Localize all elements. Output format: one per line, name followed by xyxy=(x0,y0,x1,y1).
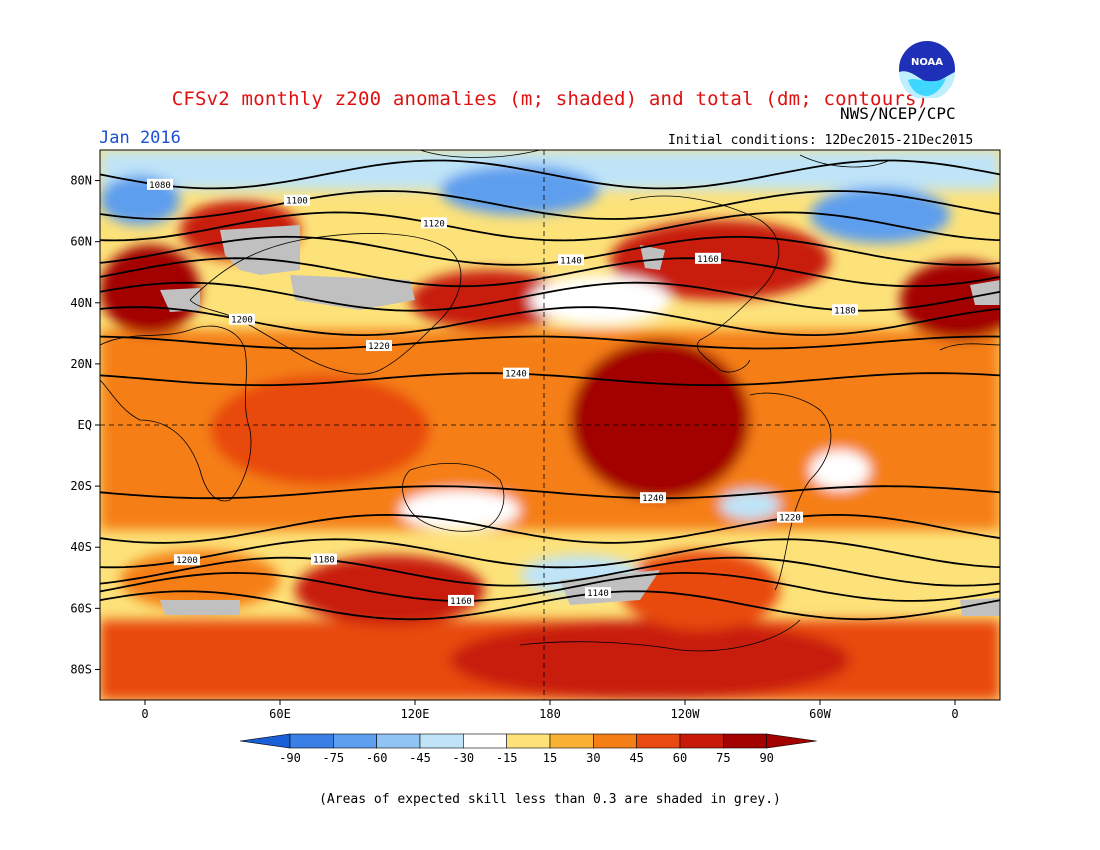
contour-label: 1180 xyxy=(834,306,856,316)
contour-label: 1160 xyxy=(450,597,472,607)
contour-labels: 1080 1100 1120 1140 1160 1180 1200 1220 1240 1240… xyxy=(147,178,858,607)
contour-line xyxy=(100,235,1000,266)
colorbar-segment xyxy=(506,733,551,749)
colorbar-segment xyxy=(723,733,767,749)
colorbar-segment xyxy=(419,733,464,749)
colorbar-label: 45 xyxy=(629,751,643,765)
logo-text: NOAA xyxy=(911,57,943,68)
contour-lines xyxy=(100,159,1000,621)
contour-label-bg xyxy=(147,178,173,190)
lon-label: 0 xyxy=(951,707,958,721)
contour-label: 1120 xyxy=(423,219,445,229)
noaa-logo: NOAA xyxy=(899,41,955,98)
contour-label: 1100 xyxy=(286,197,308,207)
contour-label: 1220 xyxy=(368,342,390,352)
anomaly-shading xyxy=(100,150,1000,700)
lat-label: 80N xyxy=(70,174,92,188)
contour-line xyxy=(100,190,1000,220)
colorbar-label: -60 xyxy=(366,751,388,765)
contour-line xyxy=(100,335,1000,350)
contour-line xyxy=(100,485,1000,500)
contour-label: 1140 xyxy=(560,256,582,266)
reference-lines xyxy=(100,150,1000,700)
colorbar-segment xyxy=(463,733,507,749)
contour-label-bg xyxy=(311,553,337,565)
longitude-axis: 0 60E 120E 180 120W 60W 0 xyxy=(141,700,959,721)
colorbar-label: 15 xyxy=(543,751,557,765)
colorbar-label: -90 xyxy=(279,751,301,765)
colorbar-segment xyxy=(333,733,377,749)
contour-line xyxy=(100,159,1000,190)
contour-line xyxy=(100,538,1000,569)
contour-label: 1140 xyxy=(587,589,609,599)
lat-label: 40N xyxy=(70,296,92,310)
contour-label: 1240 xyxy=(642,494,664,504)
contour-label-bg xyxy=(585,587,611,599)
lat-label: 20N xyxy=(70,357,92,371)
lon-label: 60W xyxy=(809,707,831,721)
skill-note: (Areas of expected skill less than 0.3 a… xyxy=(319,792,781,807)
contour-label-bg xyxy=(421,217,447,229)
contour-label: 1240 xyxy=(505,370,527,380)
contour-label: 1200 xyxy=(176,556,198,566)
contour-label: 1080 xyxy=(149,181,171,191)
colorbar-segment xyxy=(549,733,594,749)
contour-label-bg xyxy=(558,254,584,266)
lon-label: 120W xyxy=(671,707,701,721)
lon-label: 120E xyxy=(401,707,430,721)
lat-label: 20S xyxy=(70,479,92,493)
contour-line xyxy=(100,257,1000,288)
agency-label: NWS/NCEP/CPC xyxy=(840,104,956,123)
lon-label: 60E xyxy=(269,707,291,721)
contour-line xyxy=(100,211,1000,242)
contour-label: 1160 xyxy=(697,255,719,265)
contour-label-bg xyxy=(284,194,310,206)
lat-label: 60N xyxy=(70,235,92,249)
forecast-month: Jan 2016 xyxy=(99,128,181,148)
colorbar-label: -15 xyxy=(496,751,518,765)
colorbar-segment xyxy=(376,733,421,749)
contour-label: 1200 xyxy=(231,316,253,326)
contour-label-bg xyxy=(229,313,255,325)
contour-line xyxy=(100,372,1000,387)
contour-label-bg xyxy=(448,594,474,606)
lat-label: EQ xyxy=(78,418,92,432)
contour-line xyxy=(100,556,1000,587)
lat-label: 40S xyxy=(70,540,92,554)
contour-label-bg xyxy=(366,340,392,352)
figure-title: CFSv2 monthly z200 anomalies (m; shaded)… xyxy=(171,88,929,110)
lat-label: 80S xyxy=(70,662,92,676)
colorbar-label: 60 xyxy=(673,751,687,765)
contour-label-bg xyxy=(174,554,200,566)
colorbar: -90 -75 -60 -45 -30 -15 15 30 45 60 75 90 xyxy=(239,733,817,765)
contour-label-bg xyxy=(777,511,803,523)
lon-label: 180 xyxy=(539,707,561,721)
colorbar-arrow-left xyxy=(239,733,291,749)
lat-label: 60S xyxy=(70,601,92,615)
contour-line xyxy=(100,590,1000,621)
contour-label-bg xyxy=(695,252,721,264)
colorbar-label: -75 xyxy=(322,751,344,765)
colorbar-segment xyxy=(593,733,637,749)
contour-label-bg xyxy=(503,367,529,379)
contour-label: 1180 xyxy=(313,556,335,566)
colorbar-segment xyxy=(679,733,724,749)
contour-label-bg xyxy=(640,492,666,504)
contour-label-bg xyxy=(832,304,858,316)
colorbar-segment xyxy=(636,733,681,749)
colorbar-segment xyxy=(289,733,334,749)
latitude-axis: 80N 60N 40N 20N EQ 20S 40S 60S 80S xyxy=(70,174,100,676)
contour-label: 1220 xyxy=(779,514,801,524)
colorbar-label: 90 xyxy=(759,751,773,765)
colorbar-label: 30 xyxy=(586,751,600,765)
colorbar-label: -45 xyxy=(409,751,431,765)
colorbar-label: 75 xyxy=(716,751,730,765)
contour-line xyxy=(100,571,1000,602)
colorbar-label: -30 xyxy=(452,751,474,765)
contour-line xyxy=(100,513,1000,544)
lon-label: 0 xyxy=(141,707,148,721)
colorbar-arrow-right xyxy=(766,733,817,749)
initial-conditions: Initial conditions: 12Dec2015-21Dec2015 xyxy=(668,133,974,148)
